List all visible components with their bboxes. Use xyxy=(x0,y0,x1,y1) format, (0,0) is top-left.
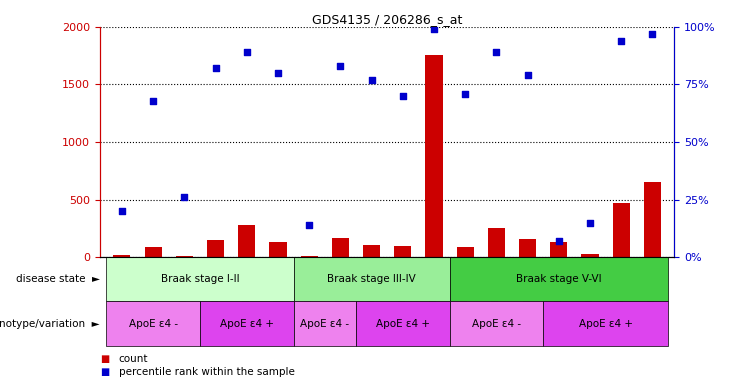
Text: ApoE ε4 +: ApoE ε4 + xyxy=(579,318,633,329)
Point xyxy=(647,31,659,37)
Bar xyxy=(356,301,450,346)
Bar xyxy=(582,255,599,257)
Bar xyxy=(644,182,661,257)
Bar xyxy=(425,55,442,257)
Point xyxy=(303,222,315,228)
Bar xyxy=(269,242,287,257)
Bar xyxy=(238,225,256,257)
Point xyxy=(522,72,534,78)
Bar xyxy=(293,301,356,346)
Bar xyxy=(301,256,318,257)
Bar xyxy=(176,256,193,257)
Text: genotype/variation  ►: genotype/variation ► xyxy=(0,318,100,329)
Text: ■: ■ xyxy=(100,367,109,377)
Bar xyxy=(144,247,162,257)
Point xyxy=(459,91,471,97)
Point xyxy=(116,208,127,214)
Point xyxy=(179,194,190,200)
Point xyxy=(365,77,377,83)
Text: ApoE ε4 -: ApoE ε4 - xyxy=(128,318,178,329)
Point xyxy=(397,93,409,99)
Bar xyxy=(456,247,473,257)
Bar xyxy=(293,257,450,301)
Bar xyxy=(450,257,668,301)
Bar xyxy=(613,203,630,257)
Bar xyxy=(551,242,568,257)
Bar xyxy=(450,301,543,346)
Point xyxy=(334,63,346,69)
Bar xyxy=(488,228,505,257)
Point xyxy=(147,98,159,104)
Text: ■: ■ xyxy=(100,354,109,364)
Point xyxy=(584,220,596,226)
Bar xyxy=(332,238,349,257)
Bar xyxy=(519,240,536,257)
Point xyxy=(210,65,222,71)
Point xyxy=(553,238,565,244)
Text: ApoE ε4 -: ApoE ε4 - xyxy=(472,318,521,329)
Point xyxy=(428,26,440,32)
Bar xyxy=(200,301,293,346)
Text: ApoE ε4 +: ApoE ε4 + xyxy=(220,318,273,329)
Text: ApoE ε4 -: ApoE ε4 - xyxy=(300,318,349,329)
Bar xyxy=(106,301,200,346)
Bar xyxy=(113,255,130,257)
Point xyxy=(241,49,253,55)
Bar xyxy=(363,245,380,257)
Text: Braak stage V-VI: Braak stage V-VI xyxy=(516,274,602,285)
Text: count: count xyxy=(119,354,148,364)
Text: percentile rank within the sample: percentile rank within the sample xyxy=(119,367,294,377)
Bar xyxy=(106,257,293,301)
Bar xyxy=(207,240,224,257)
Text: disease state  ►: disease state ► xyxy=(16,274,100,285)
Bar xyxy=(394,247,411,257)
Point xyxy=(272,70,284,76)
Text: Braak stage I-II: Braak stage I-II xyxy=(161,274,239,285)
Bar xyxy=(543,301,668,346)
Text: Braak stage III-IV: Braak stage III-IV xyxy=(328,274,416,285)
Point xyxy=(491,49,502,55)
Title: GDS4135 / 206286_s_at: GDS4135 / 206286_s_at xyxy=(312,13,462,26)
Text: ApoE ε4 +: ApoE ε4 + xyxy=(376,318,430,329)
Point xyxy=(615,38,627,44)
